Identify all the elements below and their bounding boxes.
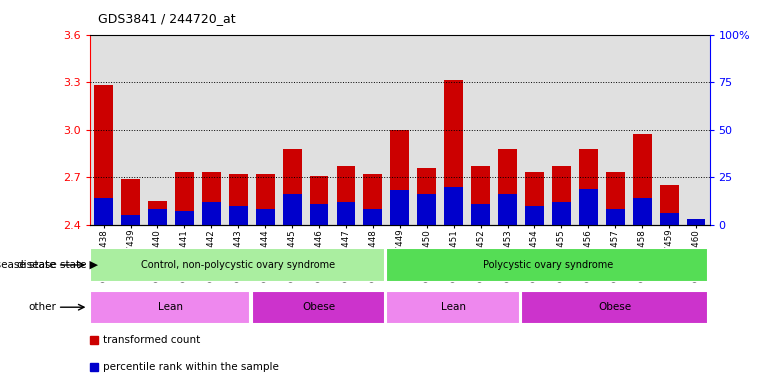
Bar	[144, 35, 171, 225]
Bar	[90, 35, 117, 225]
Bar	[687, 222, 706, 225]
Bar	[256, 209, 274, 225]
Bar	[579, 189, 597, 225]
Bar	[364, 174, 383, 225]
Bar	[202, 202, 221, 225]
Bar	[606, 209, 625, 225]
Bar	[202, 172, 221, 225]
Bar	[494, 35, 521, 225]
Bar	[445, 187, 463, 225]
Bar	[687, 219, 706, 225]
Bar	[525, 206, 544, 225]
Bar	[387, 291, 520, 324]
Bar	[390, 190, 409, 225]
Bar	[413, 35, 441, 225]
Text: Obese: Obese	[599, 302, 632, 312]
Bar	[629, 35, 655, 225]
Bar	[148, 201, 167, 225]
Bar	[387, 248, 708, 281]
Text: Control, non-polycystic ovary syndrome: Control, non-polycystic ovary syndrome	[141, 260, 336, 270]
Text: Polycystic ovary syndrome: Polycystic ovary syndrome	[483, 260, 613, 270]
Bar	[683, 35, 710, 225]
Text: ▶: ▶	[86, 260, 98, 270]
Text: percentile rank within the sample: percentile rank within the sample	[103, 362, 278, 372]
Bar	[359, 35, 387, 225]
Bar	[229, 174, 248, 225]
Bar	[498, 194, 517, 225]
Bar	[229, 206, 248, 225]
Bar	[387, 35, 413, 225]
Bar	[306, 35, 332, 225]
Bar	[225, 35, 252, 225]
Bar	[256, 174, 274, 225]
Text: Lean: Lean	[441, 302, 466, 312]
Bar	[332, 35, 359, 225]
Bar	[521, 291, 708, 324]
Bar	[175, 211, 194, 225]
Bar	[471, 204, 490, 225]
Bar	[498, 149, 517, 225]
Bar	[467, 35, 494, 225]
Text: Obese: Obese	[303, 302, 336, 312]
Bar	[575, 35, 602, 225]
Text: GDS3841 / 244720_at: GDS3841 / 244720_at	[98, 12, 236, 25]
Bar	[633, 134, 652, 225]
Bar	[441, 35, 467, 225]
Text: disease state: disease state	[16, 260, 86, 270]
Bar	[659, 185, 678, 225]
Bar	[283, 149, 302, 225]
Bar	[552, 166, 571, 225]
Bar	[171, 35, 198, 225]
Text: transformed count: transformed count	[103, 335, 200, 345]
Bar	[283, 194, 302, 225]
Bar	[90, 248, 385, 281]
Bar	[471, 166, 490, 225]
Bar	[121, 215, 140, 225]
Bar	[336, 202, 355, 225]
Bar	[90, 291, 250, 324]
Bar	[117, 35, 144, 225]
Bar	[417, 168, 436, 225]
Bar	[417, 194, 436, 225]
Bar	[94, 198, 113, 225]
Bar	[633, 198, 652, 225]
Bar	[278, 35, 306, 225]
Bar	[94, 85, 113, 225]
Bar	[336, 166, 355, 225]
Bar	[310, 175, 328, 225]
Bar	[602, 35, 629, 225]
Text: disease state: disease state	[0, 260, 56, 270]
Bar	[659, 213, 678, 225]
Bar	[390, 130, 409, 225]
Bar	[252, 291, 385, 324]
Bar	[579, 149, 597, 225]
Bar	[148, 209, 167, 225]
Bar	[310, 204, 328, 225]
Bar	[364, 209, 383, 225]
Bar	[198, 35, 225, 225]
Bar	[121, 179, 140, 225]
Bar	[521, 35, 548, 225]
Bar	[525, 172, 544, 225]
Bar	[552, 202, 571, 225]
Text: other: other	[28, 302, 56, 312]
Bar	[655, 35, 683, 225]
Bar	[445, 81, 463, 225]
Bar	[606, 172, 625, 225]
Bar	[252, 35, 278, 225]
Bar	[175, 172, 194, 225]
Text: Lean: Lean	[158, 302, 183, 312]
Bar	[548, 35, 575, 225]
